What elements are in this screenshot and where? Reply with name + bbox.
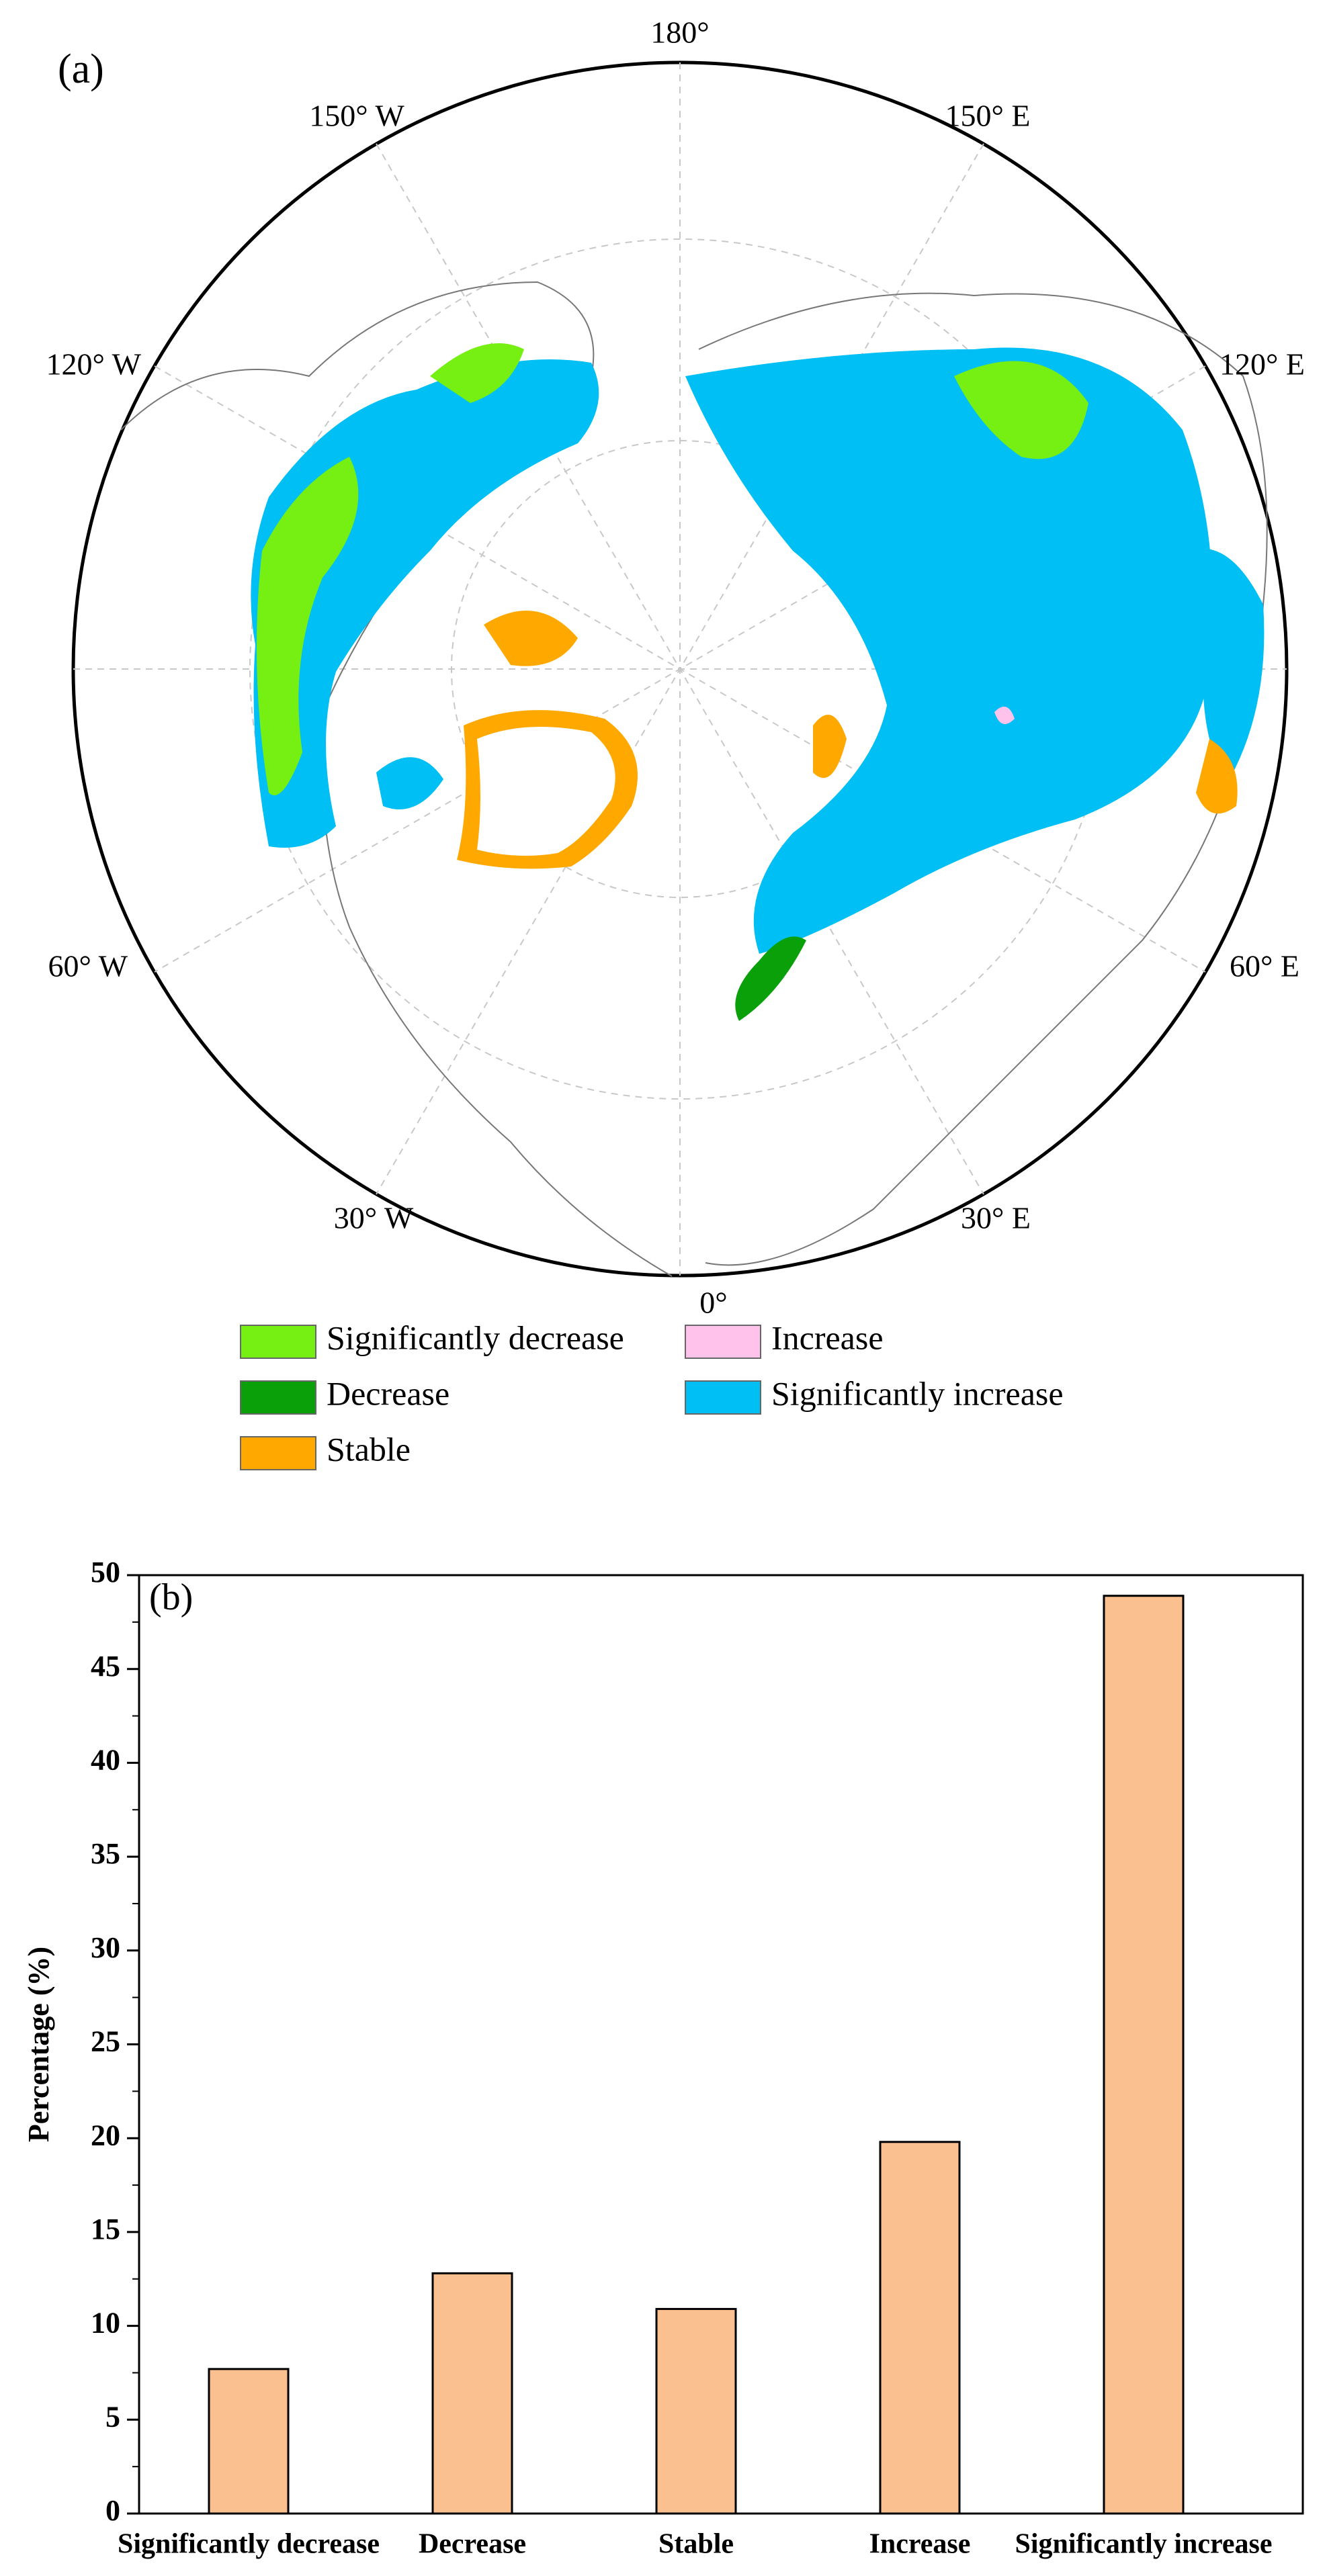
land-increase: [994, 707, 1015, 724]
legend-label: Significantly increase: [771, 1374, 1064, 1412]
legend-label: Significantly decrease: [327, 1319, 624, 1356]
ice-sheet: [477, 727, 615, 856]
x-tick-label: Stable: [658, 2529, 734, 2560]
legend: Significantly decrease Increase Decrease Si…: [240, 1319, 1064, 1470]
land-stable: [1196, 739, 1238, 814]
x-tick-label: Decrease: [419, 2529, 526, 2560]
legend-swatch: [240, 1380, 316, 1415]
land-stable: [813, 715, 847, 779]
y-tick-label: 50: [91, 1556, 120, 1589]
longitude-label: 60° W: [48, 949, 128, 983]
coastline: [120, 281, 673, 1277]
bar: [655, 2307, 737, 2515]
y-tick-label: 45: [91, 1650, 120, 1683]
longitude-label: 30° W: [334, 1201, 414, 1235]
legend-swatch: [240, 1325, 316, 1359]
y-tick-label: 30: [91, 1931, 120, 1964]
y-axis-label: Percentage (%): [22, 1947, 55, 2142]
land-stable: [484, 611, 578, 666]
y-tick-label: 5: [105, 2400, 120, 2433]
x-tick-label: Significantly decrease: [118, 2529, 380, 2560]
land-significantly-decrease: [430, 343, 524, 403]
longitude-label: 0°: [699, 1286, 727, 1320]
land: [120, 281, 1268, 1277]
land-significantly-decrease: [954, 361, 1088, 459]
land-significantly-increase: [685, 347, 1213, 954]
y-tick-label: 25: [91, 2025, 120, 2058]
land-significantly-decrease: [257, 457, 359, 795]
legend-label: Increase: [771, 1319, 884, 1356]
map: (a) 180° 150° W 150° E 120° W 120° E 60°…: [46, 15, 1305, 1320]
bar-chart: (b) Percentage (%) 0 5 10 15 20 25 30 35 40 45 50 Sig…: [22, 1556, 1304, 2560]
legend-swatch: [240, 1436, 316, 1470]
longitude-label: 180°: [650, 15, 709, 50]
y-tick-label: 0: [105, 2494, 120, 2527]
y-tick-label: 20: [91, 2119, 120, 2151]
longitude-label: 60° E: [1230, 949, 1299, 983]
bar: [208, 2368, 290, 2515]
legend-swatch: [685, 1380, 761, 1415]
legend-label: Decrease: [327, 1374, 450, 1412]
longitude-label: 120° E: [1219, 347, 1305, 382]
y-tick-label: 15: [91, 2213, 120, 2246]
legend-swatch: [685, 1325, 761, 1359]
legend-label: Stable: [327, 1430, 411, 1468]
bar: [879, 2141, 961, 2515]
longitude-label: 120° W: [46, 347, 142, 382]
x-tick-label: Increase: [869, 2529, 971, 2560]
y-tick-label: 35: [91, 1837, 120, 1870]
x-tick-label: Significantly increase: [1015, 2529, 1272, 2560]
bar: [431, 2272, 513, 2515]
land-significantly-increase: [1187, 548, 1265, 779]
panel-label: (b): [149, 1576, 193, 1618]
bar: [1103, 1595, 1185, 2515]
longitude-label: 150° W: [309, 99, 404, 133]
longitude-label: 30° E: [961, 1201, 1031, 1235]
land-significantly-increase: [376, 757, 443, 809]
panel-label: (a): [58, 46, 104, 92]
longitude-label: 150° E: [945, 99, 1031, 133]
y-tick-label: 40: [91, 1743, 120, 1776]
land-decrease: [735, 936, 806, 1021]
y-tick-label: 10: [91, 2307, 120, 2340]
